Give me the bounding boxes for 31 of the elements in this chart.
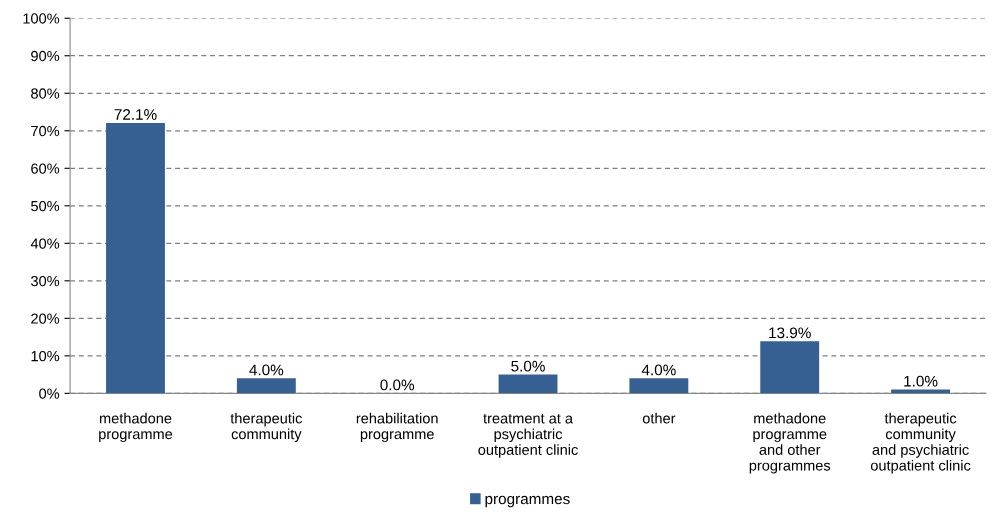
bar xyxy=(236,378,296,394)
data-label: 13.9% xyxy=(769,327,811,339)
data-label: 1.0% xyxy=(904,375,938,387)
y-tick-label: 100% xyxy=(23,13,60,24)
bar xyxy=(106,122,165,394)
bar xyxy=(629,378,689,394)
bar xyxy=(498,374,558,394)
data-label: 5.0% xyxy=(511,360,545,372)
y-tick-label: 50% xyxy=(31,200,60,212)
x-tick-label: rehabilitation programme xyxy=(356,412,438,443)
data-label: 4.0% xyxy=(249,364,284,376)
x-tick-label: methadone programme and other programmes xyxy=(749,412,831,474)
x-tick-label: other xyxy=(642,412,676,424)
data-label: 72.1% xyxy=(114,109,157,120)
y-tick-label: 40% xyxy=(30,238,60,249)
y-tick-label: 90% xyxy=(31,50,60,62)
legend-label: programmes xyxy=(485,495,570,508)
data-label: 0.0% xyxy=(380,379,415,391)
x-tick-label: treatment at a psychiatric outpatient clinic xyxy=(478,413,578,458)
x-tick-label: therapeutic community and psychiatric outpatient clinic xyxy=(870,412,971,474)
y-tick-label: 70% xyxy=(31,125,60,137)
y-tick-label: 20% xyxy=(31,313,60,324)
x-tick-label: therapeutic community xyxy=(230,412,303,443)
x-tick-label: methadone programme xyxy=(99,412,173,443)
y-tick-label: 30% xyxy=(31,275,60,287)
y-tick-label: 10% xyxy=(31,350,60,362)
bar xyxy=(760,341,820,394)
y-tick-label: 60% xyxy=(31,163,60,174)
data-label: 4.0% xyxy=(641,364,676,376)
y-tick-label: 80% xyxy=(31,88,60,99)
y-tick-label: 0% xyxy=(39,388,60,399)
